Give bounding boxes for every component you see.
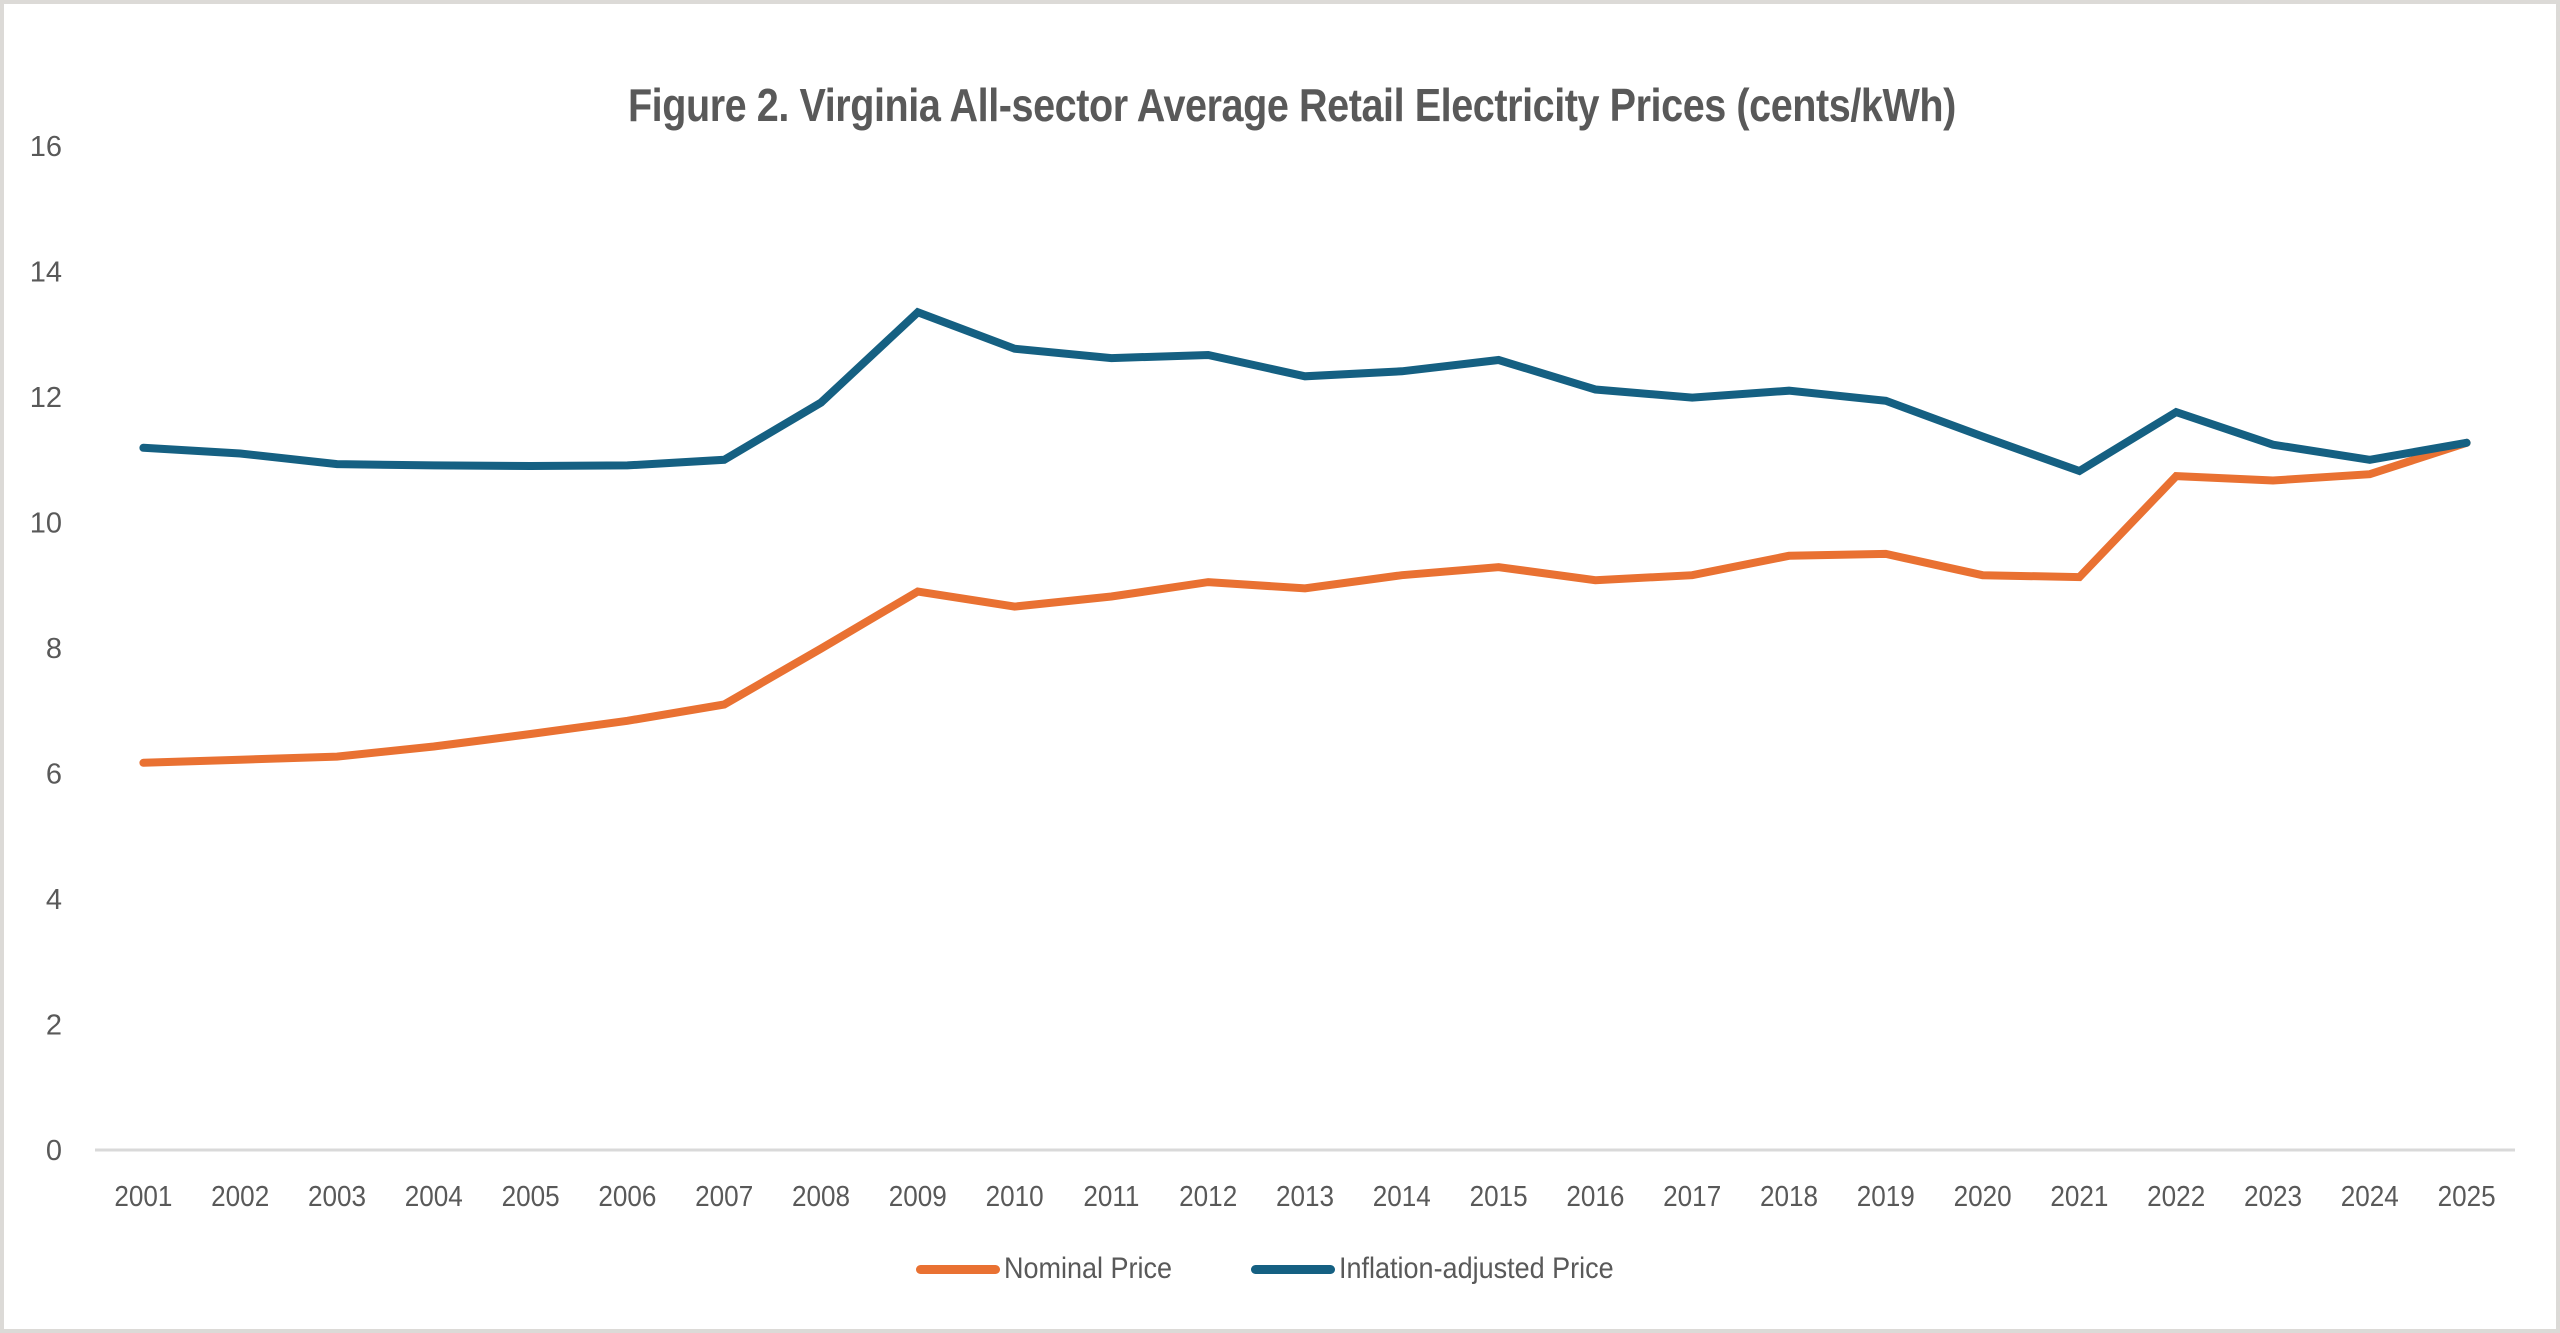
x-tick-label: 2019 [1857, 1180, 1915, 1213]
data-point [1011, 603, 1019, 611]
x-tick-label: 2012 [1179, 1180, 1237, 1213]
data-point [1785, 552, 1793, 560]
legend-swatch-nominal [916, 1264, 1001, 1274]
data-point [527, 462, 535, 470]
data-point [1495, 563, 1503, 571]
y-tick-label: 16 [30, 131, 62, 163]
data-point [1301, 372, 1309, 380]
data-point [623, 717, 631, 725]
data-point [1398, 367, 1406, 375]
legend-item-inflation-adjusted: Inflation-adjusted Price [1250, 1252, 1644, 1286]
data-point [2075, 467, 2083, 475]
data-point [623, 461, 631, 469]
data-point [333, 753, 341, 761]
data-point [1591, 576, 1599, 584]
x-tick-label: 2008 [792, 1180, 850, 1213]
data-point [817, 399, 825, 407]
data-point [2463, 439, 2471, 447]
x-axis-ticks: 2001 2002 2003 2004 2005 2006 2007 2008 2009 2010… [114, 1180, 2495, 1213]
legend-label-inflation-adjusted: Inflation-adjusted Price [1338, 1252, 1614, 1285]
x-tick-label: 2010 [986, 1180, 1044, 1213]
data-point [1011, 345, 1019, 353]
x-tick-label: 2013 [1276, 1180, 1334, 1213]
data-point [1979, 433, 1987, 441]
x-tick-label: 2018 [1760, 1180, 1818, 1213]
data-point [720, 700, 728, 708]
x-tick-label: 2024 [2341, 1180, 2399, 1213]
data-point [1301, 584, 1309, 592]
data-point [1882, 397, 1890, 405]
y-tick-label: 0 [46, 1135, 62, 1167]
x-tick-label: 2007 [695, 1180, 753, 1213]
data-point [236, 756, 244, 764]
legend: Nominal Price Inflation-adjusted Price [0, 1252, 2560, 1286]
data-point [914, 588, 922, 596]
data-point [333, 460, 341, 468]
x-tick-label: 2020 [1954, 1180, 2012, 1213]
y-tick-label: 6 [46, 759, 62, 791]
data-point [2269, 476, 2277, 484]
data-point [1495, 356, 1503, 364]
x-tick-label: 2021 [2050, 1180, 2108, 1213]
y-tick-label: 8 [46, 633, 62, 665]
y-tick-label: 14 [30, 257, 62, 289]
data-point [1204, 351, 1212, 359]
y-tick-label: 10 [30, 508, 62, 540]
x-tick-label: 2003 [308, 1180, 366, 1213]
data-point [2366, 470, 2374, 478]
data-point [1107, 354, 1115, 362]
data-point [1107, 593, 1115, 601]
data-point [914, 308, 922, 316]
x-tick-label: 2015 [1470, 1180, 1528, 1213]
x-tick-label: 2001 [114, 1180, 172, 1213]
data-point [430, 461, 438, 469]
legend-item-nominal: Nominal Price [916, 1252, 1191, 1286]
data-point [1785, 387, 1793, 395]
x-tick-label: 2004 [405, 1180, 463, 1213]
data-point [1979, 571, 1987, 579]
data-point [139, 444, 147, 452]
legend-label-nominal: Nominal Price [1004, 1252, 1173, 1285]
data-point [817, 645, 825, 653]
data-point [1398, 571, 1406, 579]
x-tick-label: 2025 [2438, 1180, 2496, 1213]
data-point [1882, 550, 1890, 558]
data-point [527, 730, 535, 738]
data-point [2366, 456, 2374, 464]
data-point [2172, 408, 2180, 416]
data-point [720, 456, 728, 464]
data-point [2075, 573, 2083, 581]
x-tick-label: 2014 [1373, 1180, 1431, 1213]
x-tick-label: 2005 [502, 1180, 560, 1213]
x-tick-label: 2011 [1083, 1180, 1139, 1213]
series-lines [139, 307, 2471, 767]
x-tick-label: 2006 [598, 1180, 656, 1213]
data-point [1591, 385, 1599, 393]
y-axis-ticks: 0 2 4 6 8 10 12 14 16 [30, 131, 62, 1167]
x-tick-label: 2017 [1663, 1180, 1721, 1213]
series-line-inflation-adjusted-price [139, 307, 2471, 476]
legend-swatch-inflation-adjusted [1250, 1264, 1335, 1274]
data-point [430, 743, 438, 751]
x-tick-label: 2016 [1566, 1180, 1624, 1213]
data-point [2172, 472, 2180, 480]
data-point [2269, 441, 2277, 449]
data-point [236, 449, 244, 457]
series-line-nominal-price [139, 438, 2471, 767]
chart-title: Figure 2. Virginia All-sector Average Re… [627, 79, 1956, 131]
data-point [1688, 571, 1696, 579]
data-point [1688, 394, 1696, 402]
x-tick-label: 2023 [2244, 1180, 2302, 1213]
data-point [139, 759, 147, 767]
x-tick-label: 2009 [889, 1180, 947, 1213]
x-tick-label: 2002 [211, 1180, 269, 1213]
x-tick-label: 2022 [2147, 1180, 2205, 1213]
data-point [1204, 578, 1212, 586]
y-tick-label: 12 [30, 382, 62, 414]
y-tick-label: 4 [46, 884, 62, 916]
y-tick-label: 2 [46, 1010, 62, 1042]
